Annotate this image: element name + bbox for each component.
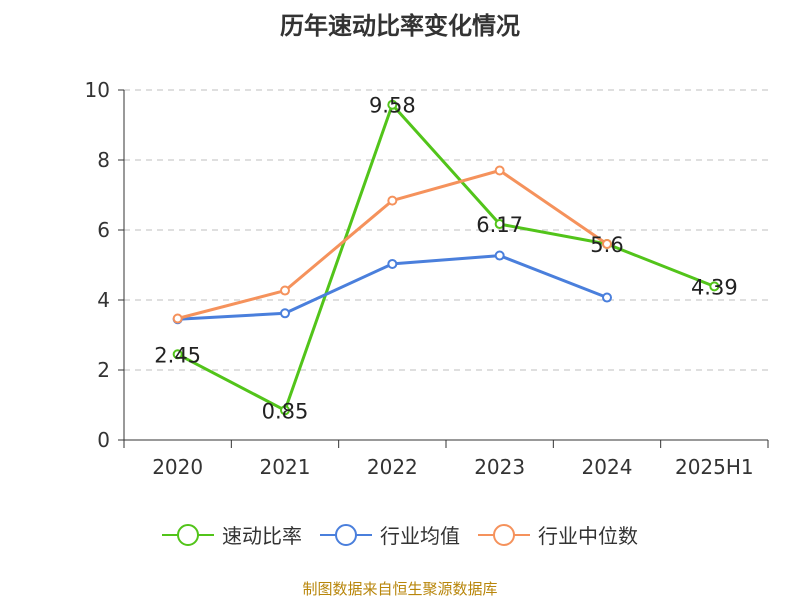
data-label: 5.6 <box>590 233 623 257</box>
legend: 速动比率 行业均值 行业中位数 <box>0 520 800 549</box>
legend-label-industry-mean: 行业均值 <box>380 524 460 548</box>
data-point <box>280 308 290 319</box>
x-tick-label: 2024 <box>582 455 633 479</box>
x-tick-label: 2025H1 <box>675 455 754 479</box>
y-tick-label: 10 <box>85 78 110 102</box>
data-point <box>494 219 505 230</box>
data-point <box>602 292 612 303</box>
data-label: 0.85 <box>262 399 309 423</box>
legend-marker-quick-ratio <box>162 523 214 547</box>
legend-item-industry-median[interactable]: 行业中位数 <box>478 520 638 549</box>
y-tick-label: 2 <box>97 358 110 382</box>
data-label: 9.58 <box>369 94 416 118</box>
legend-label-industry-median: 行业中位数 <box>538 524 638 548</box>
data-point <box>280 285 290 296</box>
data-point <box>709 281 720 292</box>
chart-title: 历年速动比率变化情况 <box>280 12 520 40</box>
x-tick-label: 2022 <box>367 455 418 479</box>
data-point <box>280 405 290 416</box>
x-tick-label: 2023 <box>474 455 525 479</box>
data-point <box>172 313 183 324</box>
x-tick-label: 2020 <box>152 455 203 479</box>
x-tick-label: 2021 <box>260 455 311 479</box>
y-tick-label: 4 <box>97 288 110 312</box>
data-label: 2.45 <box>154 343 201 367</box>
series-line <box>177 169 608 320</box>
data-label: 6.17 <box>476 213 523 237</box>
data-point <box>387 99 398 110</box>
data-label: 4.39 <box>691 275 738 299</box>
y-tick-label: 8 <box>97 148 110 172</box>
legend-item-industry-mean[interactable]: 行业均值 <box>320 520 460 549</box>
data-point <box>387 195 398 206</box>
data-point <box>602 239 612 249</box>
data-point <box>172 349 183 360</box>
legend-label-quick-ratio: 速动比率 <box>222 524 302 548</box>
legend-item-quick-ratio[interactable]: 速动比率 <box>162 520 302 549</box>
y-tick-label: 0 <box>97 428 110 452</box>
legend-marker-industry-mean <box>320 523 372 547</box>
data-point <box>387 258 398 269</box>
data-source-note: 制图数据来自恒生聚源数据库 <box>302 580 498 598</box>
data-point <box>494 165 505 176</box>
series-line <box>177 103 715 412</box>
y-tick-label: 6 <box>97 218 110 242</box>
legend-marker-industry-median <box>478 523 530 547</box>
data-point <box>494 250 505 261</box>
